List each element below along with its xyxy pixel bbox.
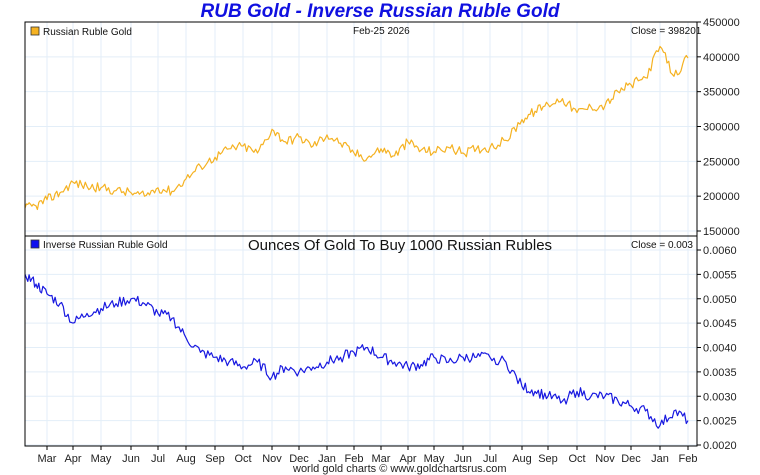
x-tick-label: Jul bbox=[483, 453, 497, 465]
x-tick-label: Apr bbox=[64, 453, 81, 465]
x-tick-label: Jul bbox=[151, 453, 165, 465]
x-tick-label: Mar bbox=[38, 453, 57, 465]
y-tick-label: 0.0040 bbox=[703, 343, 737, 355]
chart-subtitle: Ounces Of Gold To Buy 1000 Russian Ruble… bbox=[248, 237, 552, 254]
y-axis-top: 450000 400000 350000 300000 250000 200000 1500… bbox=[697, 17, 740, 238]
top-panel-frame bbox=[24, 21, 698, 237]
x-tick-label: Aug bbox=[512, 453, 532, 465]
x-tick-label: Oct bbox=[568, 453, 585, 465]
series-line bbox=[24, 274, 689, 429]
series-gold bbox=[24, 45, 689, 211]
x-tick-label: Sep bbox=[205, 453, 225, 465]
x-tick-label: Oct bbox=[234, 453, 251, 465]
y-tick-label: 0.0055 bbox=[703, 269, 737, 281]
legend-swatch-gold bbox=[30, 26, 40, 36]
x-tick-label: Apr bbox=[399, 453, 416, 465]
x-tick-label: Sep bbox=[538, 453, 558, 465]
grid-top bbox=[25, 21, 697, 236]
x-tick-label: Aug bbox=[176, 453, 196, 465]
y-tick-label: 200000 bbox=[703, 191, 740, 203]
y-tick-label: 0.0030 bbox=[703, 391, 737, 403]
y-tick-label: 150000 bbox=[703, 226, 740, 238]
y-tick-label: 400000 bbox=[703, 52, 740, 64]
legend-label-gold: Russian Ruble Gold bbox=[43, 27, 132, 38]
x-tick-label: Dec bbox=[621, 453, 641, 465]
x-tick-label: Jun bbox=[122, 453, 140, 465]
y-tick-label: 0.0035 bbox=[703, 367, 737, 379]
x-tick-label: Jan bbox=[651, 453, 669, 465]
x-tick-label: Nov bbox=[595, 453, 615, 465]
x-tick-label: Dec bbox=[289, 453, 309, 465]
close-label-gold: Close = 398201 bbox=[631, 26, 702, 37]
y-tick-label: 350000 bbox=[703, 87, 740, 99]
y-tick-label: 0.0060 bbox=[703, 245, 737, 257]
x-tick-label: May bbox=[91, 453, 112, 465]
x-tick-label: Feb bbox=[679, 453, 698, 465]
date-label: Feb-25 2026 bbox=[353, 26, 410, 37]
close-label-inverse: Close = 0.003 bbox=[631, 240, 693, 251]
y-tick-label: 0.0020 bbox=[703, 440, 737, 452]
y-tick-label: 0.0045 bbox=[703, 318, 737, 330]
legend-swatch-inverse bbox=[30, 239, 40, 249]
y-tick-label: 250000 bbox=[703, 156, 740, 168]
x-tick-label: Jan bbox=[318, 453, 336, 465]
x-tick-label: May bbox=[424, 453, 445, 465]
x-tick-label: Nov bbox=[262, 453, 282, 465]
x-tick-label: Feb bbox=[345, 453, 364, 465]
legend-label-inverse: Inverse Russian Ruble Gold bbox=[43, 240, 168, 251]
y-axis-bottom: 0.0060 0.0055 0.0050 0.0045 0.0040 0.0035 0.00… bbox=[697, 245, 737, 452]
grid-bottom bbox=[25, 236, 697, 446]
y-tick-label: 0.0050 bbox=[703, 294, 737, 306]
y-tick-label: 450000 bbox=[703, 17, 740, 29]
y-tick-label: 0.0025 bbox=[703, 416, 737, 428]
series-inverse bbox=[24, 274, 689, 429]
bottom-panel-frame bbox=[24, 235, 698, 447]
x-tick-label: Mar bbox=[372, 453, 391, 465]
chart-title: RUB Gold - Inverse Russian Ruble Gold bbox=[200, 1, 560, 22]
x-tick-label: Jun bbox=[454, 453, 472, 465]
y-tick-label: 300000 bbox=[703, 122, 740, 134]
series-line bbox=[24, 45, 689, 211]
footer-credit: world gold charts © www.goldchartsrus.co… bbox=[292, 463, 507, 475]
x-axis: Mar Apr May Jun Jul Aug Sep Oct Nov Dec Jan Feb Mar A… bbox=[38, 446, 698, 465]
